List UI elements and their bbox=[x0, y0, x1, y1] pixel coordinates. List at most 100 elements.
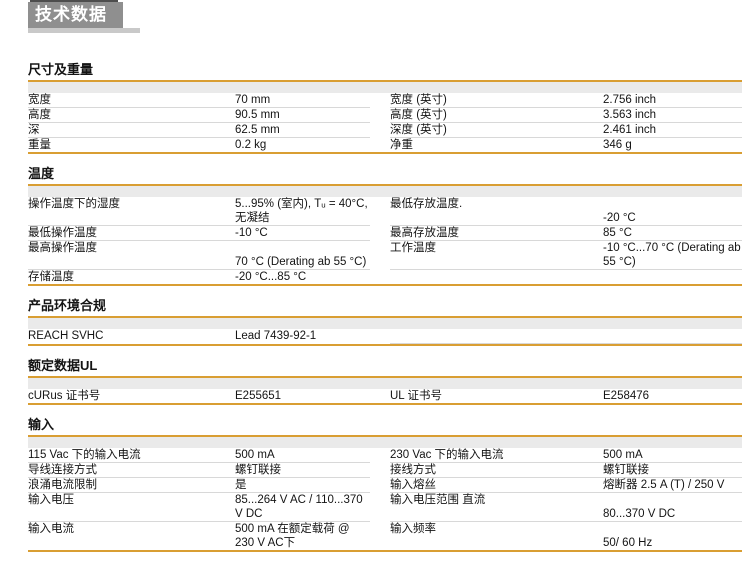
row-label: 宽度 (英寸) bbox=[390, 94, 447, 106]
row-label: 115 Vac 下的输入电流 bbox=[28, 449, 141, 461]
table-row: 宽度 70 mm bbox=[28, 93, 370, 108]
row-label: 输入频率 bbox=[390, 523, 436, 535]
row-value: 3.563 inch bbox=[603, 109, 657, 121]
row-label: 最低操作温度 bbox=[28, 227, 97, 239]
row-value: -10 °C...70 °C (Derating ab 55 °C) bbox=[603, 242, 741, 268]
table-columns: cURus 证书号 E255651 UL 证书号 E258476 bbox=[28, 389, 742, 403]
table-header-band bbox=[28, 378, 742, 389]
table-row: 净重 346 g bbox=[390, 138, 742, 152]
row-value: 500 mA bbox=[603, 449, 643, 461]
row-value: 500 mA bbox=[235, 449, 275, 461]
row-value: 螺钉联接 bbox=[603, 464, 649, 476]
table-row: 重量 0.2 kg bbox=[28, 138, 370, 152]
table-row: UL 证书号 E258476 bbox=[390, 389, 742, 403]
table-row: 深度 (英寸) 2.461 inch bbox=[390, 123, 742, 138]
row-value: -20 °C bbox=[603, 212, 636, 224]
table-row bbox=[390, 329, 742, 344]
section-table: cURus 证书号 E255651 UL 证书号 E258476 bbox=[28, 376, 742, 405]
table-column-left: 宽度 70 mm 高度 90.5 mm 深 62.5 mm 重量 0.2 kg bbox=[28, 93, 370, 152]
row-value: -10 °C bbox=[235, 227, 268, 239]
row-label: cURus 证书号 bbox=[28, 390, 101, 402]
sections: 尺寸及重量 宽度 70 mm 高度 90.5 mm 深 62.5 mm 重量 0.2 kg 宽度 … bbox=[28, 62, 742, 552]
row-value: -20 °C...85 °C bbox=[235, 271, 307, 283]
table-row: 最低操作温度 -10 °C bbox=[28, 226, 370, 241]
table-column-left: 115 Vac 下的输入电流 500 mA 导线连接方式 螺钉联接浪涌电流限制 是输入电… bbox=[28, 448, 370, 550]
page-title-shadow bbox=[28, 28, 140, 33]
row-label: UL 证书号 bbox=[390, 390, 442, 402]
section-title: 输入 bbox=[28, 417, 55, 432]
row-label: 工作温度 bbox=[390, 242, 436, 254]
section-title: 产品环境合规 bbox=[28, 298, 107, 313]
row-value: 90.5 mm bbox=[235, 109, 280, 121]
table-column-left: REACH SVHC Lead 7439-92-1 bbox=[28, 329, 370, 344]
row-label: 输入熔丝 bbox=[390, 479, 436, 491]
row-value: E255651 bbox=[235, 390, 282, 402]
row-label: 最高存放温度 bbox=[390, 227, 459, 239]
table-row: 宽度 (英寸) 2.756 inch bbox=[390, 93, 742, 108]
row-label bbox=[390, 329, 603, 343]
table-column-right: 230 Vac 下的输入电流 500 mA 接线方式 螺钉联接输入熔丝 熔断器 2.5 … bbox=[390, 448, 742, 550]
table-row: 操作温度下的湿度 5...95% (室内), Tᵤ = 40°C, 无凝结 bbox=[28, 197, 370, 226]
row-value: 熔断器 2.5 A (T) / 250 V bbox=[603, 479, 725, 491]
section-title: 额定数据UL bbox=[28, 358, 98, 373]
table-row: 接线方式 螺钉联接 bbox=[390, 463, 742, 478]
section-table: 115 Vac 下的输入电流 500 mA 导线连接方式 螺钉联接浪涌电流限制 是输入电… bbox=[28, 435, 742, 552]
row-label: 接线方式 bbox=[390, 464, 436, 476]
content: 尺寸及重量 宽度 70 mm 高度 90.5 mm 深 62.5 mm 重量 0.2 kg 宽度 … bbox=[28, 33, 742, 552]
page-top-edge-line bbox=[30, 0, 118, 2]
table-header-band bbox=[28, 82, 742, 93]
table-header-band bbox=[28, 318, 742, 329]
row-label: 最低存放温度. bbox=[390, 198, 463, 210]
row-value: 500 mA 在额定载荷 @ 230 V AC下 bbox=[235, 523, 350, 549]
table-row: 深 62.5 mm bbox=[28, 123, 370, 138]
table-row: 最低存放温度. -20 °C bbox=[390, 197, 742, 226]
table-row: 输入频率 50/ 60 Hz bbox=[390, 522, 742, 550]
row-label: 深度 (英寸) bbox=[390, 124, 447, 136]
row-label: 230 Vac 下的输入电流 bbox=[390, 449, 504, 461]
row-label: 存储温度 bbox=[28, 271, 74, 283]
row-value: 是 bbox=[235, 479, 247, 491]
row-value: 80...370 V DC bbox=[603, 508, 676, 520]
row-value: 5...95% (室内), Tᵤ = 40°C, 无凝结 bbox=[235, 198, 368, 224]
table-row: 导线连接方式 螺钉联接 bbox=[28, 463, 370, 478]
row-value bbox=[603, 329, 742, 343]
section-table: REACH SVHC Lead 7439-92-1 bbox=[28, 316, 742, 346]
table-column-right: UL 证书号 E258476 bbox=[390, 389, 742, 403]
table-row: 输入熔丝 熔断器 2.5 A (T) / 250 V bbox=[390, 478, 742, 493]
row-label: 深 bbox=[28, 124, 40, 136]
row-label: 输入电流 bbox=[28, 523, 74, 535]
table-column-right: 最低存放温度. -20 °C 最高存放温度 85 °C 工作温度 -10 °C...70… bbox=[390, 197, 742, 284]
row-value: 346 g bbox=[603, 139, 632, 151]
table-columns: 115 Vac 下的输入电流 500 mA 导线连接方式 螺钉联接浪涌电流限制 是输入电… bbox=[28, 448, 742, 550]
section-rated-data-ul: 额定数据UL cURus 证书号 E255651 UL 证书号 E258476 bbox=[28, 358, 742, 405]
row-value: 70 °C (Derating ab 55 °C) bbox=[235, 256, 367, 268]
row-label: 高度 (英寸) bbox=[390, 109, 447, 121]
section-temperature: 温度 操作温度下的湿度 5...95% (室内), Tᵤ = 40°C, 无凝结 最低… bbox=[28, 166, 742, 286]
row-value: 2.756 inch bbox=[603, 94, 657, 106]
table-column-right: 宽度 (英寸) 2.756 inch 高度 (英寸) 3.563 inch 深度 (英寸… bbox=[390, 93, 742, 152]
table-row: 115 Vac 下的输入电流 500 mA bbox=[28, 448, 370, 463]
table-header-band bbox=[28, 186, 742, 197]
row-value: Lead 7439-92-1 bbox=[235, 330, 317, 342]
row-value: 螺钉联接 bbox=[235, 464, 281, 476]
row-value: 0.2 kg bbox=[235, 139, 267, 151]
table-columns: 宽度 70 mm 高度 90.5 mm 深 62.5 mm 重量 0.2 kg 宽度 (英寸) 2… bbox=[28, 93, 742, 152]
row-value: 85...264 V AC / 110...370 V DC bbox=[235, 494, 363, 520]
page-title-box: 技术数据 bbox=[28, 2, 123, 28]
row-value: 85 °C bbox=[603, 227, 632, 239]
table-columns: 操作温度下的湿度 5...95% (室内), Tᵤ = 40°C, 无凝结最低操作… bbox=[28, 197, 742, 284]
table-column-left: 操作温度下的湿度 5...95% (室内), Tᵤ = 40°C, 无凝结最低操作… bbox=[28, 197, 370, 284]
section-product-environmental-compliance: 产品环境合规 REACH SVHC Lead 7439-92-1 bbox=[28, 298, 742, 346]
row-label: 导线连接方式 bbox=[28, 464, 97, 476]
row-label: 净重 bbox=[390, 139, 413, 151]
table-row: 高度 90.5 mm bbox=[28, 108, 370, 123]
table-row: 浪涌电流限制 是 bbox=[28, 478, 370, 493]
table-row: 最高操作温度 70 °C (Derating ab 55 °C) bbox=[28, 241, 370, 270]
section-input: 输入 115 Vac 下的输入电流 500 mA 导线连接方式 螺钉联接 浪涌电流限制是输… bbox=[28, 417, 742, 552]
section-dimensions-weight: 尺寸及重量 宽度 70 mm 高度 90.5 mm 深 62.5 mm 重量 0.2 kg 宽度 … bbox=[28, 62, 742, 154]
row-label: 高度 bbox=[28, 109, 51, 121]
row-label: 操作温度下的湿度 bbox=[28, 198, 120, 210]
row-label: 最高操作温度 bbox=[28, 242, 97, 254]
row-value: 2.461 inch bbox=[603, 124, 657, 136]
